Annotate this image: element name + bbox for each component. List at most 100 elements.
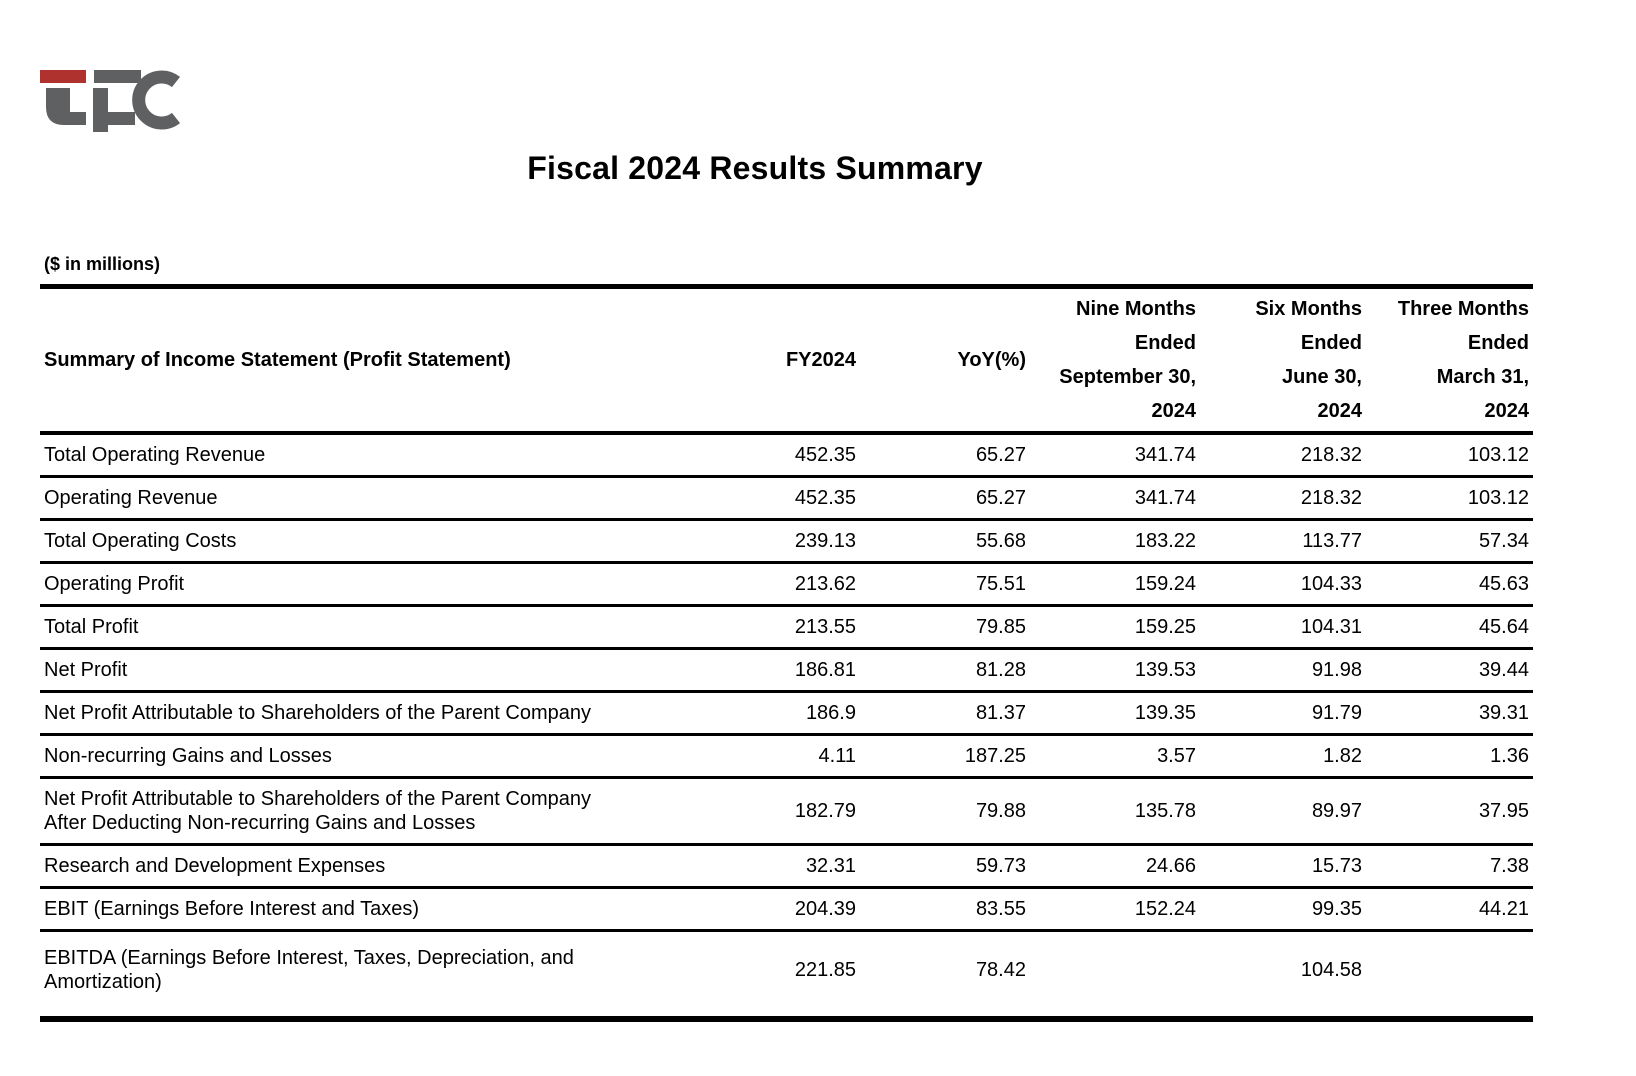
row-label: Non-recurring Gains and Losses [40, 734, 690, 779]
page-title: Fiscal 2024 Results Summary [527, 150, 983, 186]
units-label: ($ in millions) [40, 254, 1533, 289]
column-header-3: Nine Months Ended September 30, 2024 [1030, 289, 1200, 435]
row-value: 186.9 [690, 691, 860, 736]
row-value: 81.37 [860, 691, 1030, 736]
row-value: 341.74 [1030, 433, 1200, 478]
column-header-1: FY2024 [690, 289, 860, 435]
table-row: Net Profit Attributable to Shareholders … [40, 691, 1533, 736]
row-value: 152.24 [1030, 887, 1200, 932]
row-value: 103.12 [1366, 476, 1533, 521]
table-header: Summary of Income Statement (Profit Stat… [40, 289, 1533, 435]
row-value: 65.27 [860, 433, 1030, 478]
row-value [1366, 930, 1533, 1022]
row-value: 79.88 [860, 777, 1030, 846]
table-section: ($ in millions) Summary of Income Statem… [40, 254, 1533, 1022]
row-value: 104.31 [1200, 605, 1366, 650]
header-row: Summary of Income Statement (Profit Stat… [40, 289, 1533, 435]
table-row: EBIT (Earnings Before Interest and Taxes… [40, 887, 1533, 932]
row-value: 83.55 [860, 887, 1030, 932]
row-value: 213.62 [690, 562, 860, 607]
row-value: 78.42 [860, 930, 1030, 1022]
table-row: Non-recurring Gains and Losses 4.11 187.25… [40, 734, 1533, 779]
row-value: 65.27 [860, 476, 1030, 521]
column-header-0: Summary of Income Statement (Profit Stat… [40, 289, 690, 435]
column-header-5: Three Months Ended March 31, 2024 [1366, 289, 1533, 435]
row-value: 135.78 [1030, 777, 1200, 846]
row-value: 139.35 [1030, 691, 1200, 736]
company-logo-icon [40, 70, 181, 132]
row-value: 452.35 [690, 433, 860, 478]
table-row: Net Profit Attributable to Shareholders … [40, 777, 1533, 846]
row-label: Research and Development Expenses [40, 844, 690, 889]
row-label: EBIT (Earnings Before Interest and Taxes… [40, 887, 690, 932]
row-value: 183.22 [1030, 519, 1200, 564]
row-value: 45.64 [1366, 605, 1533, 650]
row-value: 7.38 [1366, 844, 1533, 889]
row-value: 45.63 [1366, 562, 1533, 607]
row-value: 104.33 [1200, 562, 1366, 607]
table-row: Research and Development Expenses 32.31 59… [40, 844, 1533, 889]
row-value: 103.12 [1366, 433, 1533, 478]
logo-f-top-bar [94, 70, 141, 83]
logo-red-bar [40, 70, 86, 83]
row-value: 204.39 [690, 887, 860, 932]
row-value: 213.55 [690, 605, 860, 650]
row-value: 218.32 [1200, 476, 1366, 521]
row-value: 3.57 [1030, 734, 1200, 779]
row-value: 159.24 [1030, 562, 1200, 607]
table-row: Operating Profit 213.62 75.51 159.24 104.33 4… [40, 562, 1533, 607]
row-value: 239.13 [690, 519, 860, 564]
logo-t-stem [46, 88, 86, 125]
column-header-4: Six Months Ended June 30, 2024 [1200, 289, 1366, 435]
row-value: 452.35 [690, 476, 860, 521]
results-table: Summary of Income Statement (Profit Stat… [40, 289, 1533, 1022]
row-value: 159.25 [1030, 605, 1200, 650]
row-value: 1.36 [1366, 734, 1533, 779]
table-body: Total Operating Revenue 452.35 65.27 341.74… [40, 433, 1533, 1022]
table-row: Net Profit 186.81 81.28 139.53 91.98 39.44 [40, 648, 1533, 693]
row-value: 1.82 [1200, 734, 1366, 779]
column-header-2: YoY(%) [860, 289, 1030, 435]
row-value [1030, 930, 1200, 1022]
row-value: 341.74 [1030, 476, 1200, 521]
logo-f-stem [93, 88, 108, 132]
row-value: 24.66 [1030, 844, 1200, 889]
row-value: 139.53 [1030, 648, 1200, 693]
row-value: 99.35 [1200, 887, 1366, 932]
row-label: Operating Profit [40, 562, 690, 607]
row-value: 187.25 [860, 734, 1030, 779]
table-row: EBITDA (Earnings Before Interest, Taxes,… [40, 930, 1533, 1022]
table-row: Total Operating Costs 239.13 55.68 183.22 11… [40, 519, 1533, 564]
row-value: 15.73 [1200, 844, 1366, 889]
row-value: 218.32 [1200, 433, 1366, 478]
table-row: Operating Revenue 452.35 65.27 341.74 218.32… [40, 476, 1533, 521]
row-value: 75.51 [860, 562, 1030, 607]
row-label: Total Profit [40, 605, 690, 650]
row-label: Net Profit Attributable to Shareholders … [40, 777, 690, 846]
row-value: 32.31 [690, 844, 860, 889]
row-value: 4.11 [690, 734, 860, 779]
row-value: 221.85 [690, 930, 860, 1022]
row-value: 37.95 [1366, 777, 1533, 846]
row-value: 39.44 [1366, 648, 1533, 693]
row-label: EBITDA (Earnings Before Interest, Taxes,… [40, 930, 690, 1022]
row-value: 59.73 [860, 844, 1030, 889]
row-label: Total Operating Revenue [40, 433, 690, 478]
row-value: 91.98 [1200, 648, 1366, 693]
row-value: 57.34 [1366, 519, 1533, 564]
row-label: Net Profit Attributable to Shareholders … [40, 691, 690, 736]
table-row: Total Profit 213.55 79.85 159.25 104.31 45.64 [40, 605, 1533, 650]
row-label: Operating Revenue [40, 476, 690, 521]
row-value: 39.31 [1366, 691, 1533, 736]
table-row: Total Operating Revenue 452.35 65.27 341.74… [40, 433, 1533, 478]
row-value: 91.79 [1200, 691, 1366, 736]
row-label: Net Profit [40, 648, 690, 693]
row-label: Total Operating Costs [40, 519, 690, 564]
row-value: 55.68 [860, 519, 1030, 564]
row-value: 81.28 [860, 648, 1030, 693]
row-value: 89.97 [1200, 777, 1366, 846]
row-value: 44.21 [1366, 887, 1533, 932]
row-value: 113.77 [1200, 519, 1366, 564]
row-value: 104.58 [1200, 930, 1366, 1022]
